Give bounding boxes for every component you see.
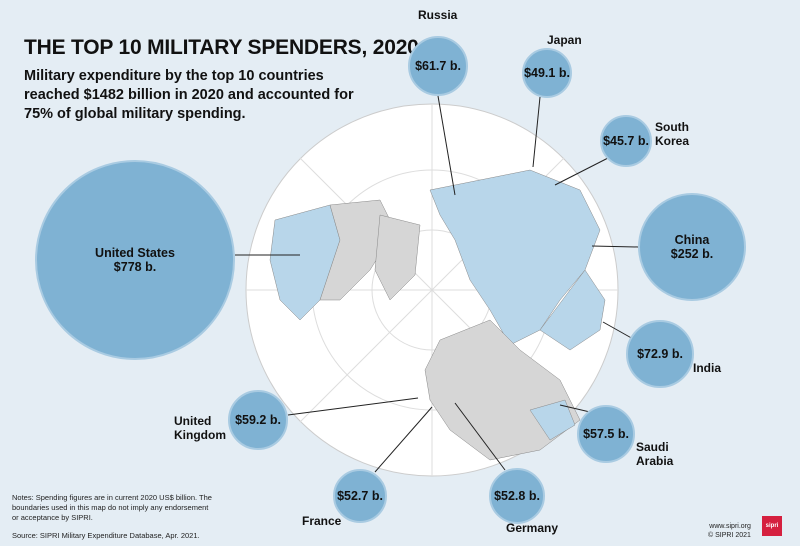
- source: Source: SIPRI Military Expenditure Datab…: [12, 531, 200, 540]
- page-title: THE TOP 10 MILITARY SPENDERS, 2020: [24, 36, 419, 59]
- leader-lines: [235, 95, 639, 473]
- label-india: India: [693, 361, 722, 375]
- bubble-russia: $61.7 b.: [408, 36, 468, 96]
- label-united-kingdom: United Kingdom: [174, 414, 226, 442]
- label-germany: Germany: [506, 521, 559, 535]
- credits: www.sipri.org © SIPRI 2021: [708, 522, 751, 540]
- notes: Notes: Spending figures are in current 2…: [12, 493, 212, 522]
- canada-shape: [319, 199, 396, 301]
- bubble-saudi-arabia: $57.5 b.: [577, 405, 635, 463]
- copyright: © SIPRI 2021: [708, 532, 751, 539]
- greenland-shape: [374, 214, 421, 301]
- website-link[interactable]: www.sipri.org: [709, 523, 751, 530]
- russia-shape: [429, 169, 601, 346]
- label-france: France: [302, 514, 342, 528]
- bubble-japan: $49.1 b.: [522, 48, 572, 98]
- label-japan: Japan: [547, 33, 582, 47]
- bubble-china: China $252 b.: [638, 193, 746, 301]
- saudi-shape: [529, 399, 576, 441]
- bubble-france: $52.7 b.: [333, 469, 387, 523]
- bubble-south-korea: $45.7 b.: [600, 115, 652, 167]
- page-subtitle: Military expenditure by the top 10 count…: [24, 68, 354, 122]
- bubble-united-kingdom: $59.2 b.: [228, 390, 288, 450]
- label-south-korea: South Korea: [655, 120, 690, 148]
- bubble-india: $72.9 b.: [626, 320, 694, 388]
- label-saudi-arabia: Saudi Arabia: [636, 440, 674, 468]
- bubble-germany: $52.8 b.: [489, 468, 545, 524]
- china-shape: [539, 269, 606, 351]
- bubble-united-states: United States $778 b.: [35, 160, 235, 360]
- label-russia: Russia: [418, 8, 458, 22]
- sipri-logo: sipri: [762, 516, 782, 536]
